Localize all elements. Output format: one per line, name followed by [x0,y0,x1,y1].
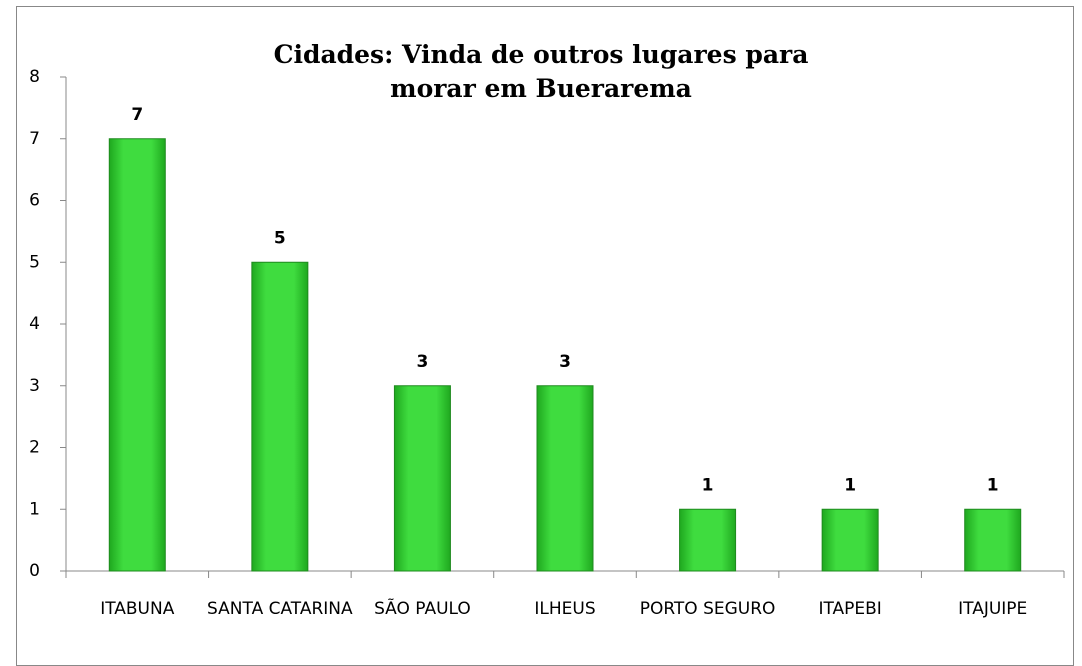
y-tick-label: 6 [29,191,40,211]
bar [536,385,594,572]
value-label: 5 [274,228,286,248]
value-label: 7 [131,105,143,125]
bar [251,261,309,572]
bar [679,508,737,572]
value-label: 3 [417,352,429,372]
y-tick-label: 0 [29,561,40,581]
y-tick-label: 2 [29,438,40,458]
x-tick-label: ITABUNA [100,599,175,619]
bar [393,385,451,572]
x-tick-label: ILHEUS [534,599,595,619]
bar [108,138,166,572]
chart-title: Cidades: Vinda de outros lugares para mo… [273,40,809,103]
x-tick-label: SÃO PAULO [374,597,471,619]
value-label: 3 [559,352,571,372]
y-tick-label: 4 [29,314,40,334]
bar [964,508,1022,572]
x-tick-label: ITAJUIPE [958,599,1027,619]
x-tick-label: PORTO SEGURO [640,599,776,619]
y-tick-label: 3 [29,376,40,396]
x-tick-label: ITAPEBI [818,599,881,619]
value-label: 1 [844,475,856,495]
x-tick-label: SANTA CATARINA [207,599,353,619]
value-label: 1 [987,475,999,495]
y-tick-label: 1 [29,499,40,519]
y-tick-label: 7 [29,129,40,149]
y-tick-label: 8 [29,67,40,87]
bar [821,508,879,572]
y-tick-label: 5 [29,252,40,272]
value-label: 1 [702,475,714,495]
